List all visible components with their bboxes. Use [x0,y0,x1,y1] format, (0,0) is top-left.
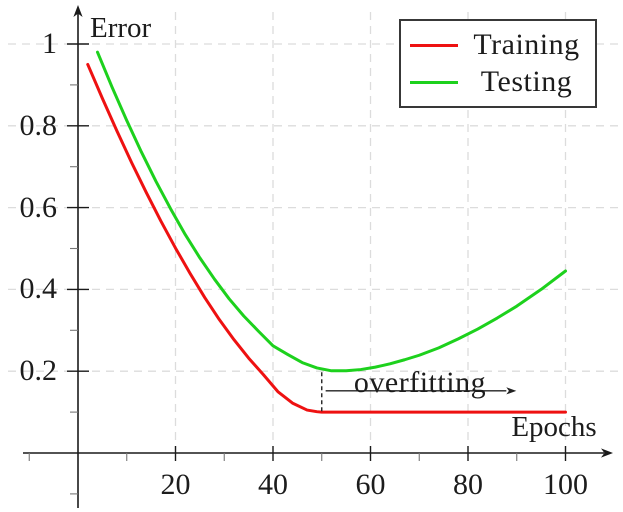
tick-marks [28,43,567,495]
annotation [321,372,517,413]
y-tick-label-0.6: 0.6 [19,190,58,224]
overfitting-annotation: overfitting [353,366,487,399]
y-tick-label-0.2: 0.2 [19,354,58,388]
testing-line-swatch [410,80,458,84]
series-testing [96,50,567,373]
y-axis-title: Error [90,12,152,44]
training-line-swatch [410,43,458,47]
x-tick-label-100: 100 [543,468,588,501]
x-tick-label-80: 80 [453,468,483,501]
y-axis [73,5,83,508]
series-training [86,62,567,414]
legend-item-testing: Testing [401,64,595,101]
x-axis-arrowhead [601,448,613,458]
legend-label-training: Training [473,28,580,61]
legend: Training Testing [399,19,597,108]
legend-label-testing: Testing [480,65,573,98]
x-tick-label-60: 60 [355,468,386,501]
legend-item-training: Training [401,27,595,64]
y-axis-arrowhead [73,5,83,17]
x-tick-label-40: 40 [258,468,288,501]
x-axis-title: Epochs [511,411,597,443]
overfit-arrowhead [506,387,517,395]
y-tick-label-0.4: 0.4 [19,272,58,306]
x-axis [23,448,613,458]
y-tick-label-1: 1 [42,27,57,60]
x-tick-label-20: 20 [160,468,191,501]
y-tick-label-0.8: 0.8 [19,108,58,142]
